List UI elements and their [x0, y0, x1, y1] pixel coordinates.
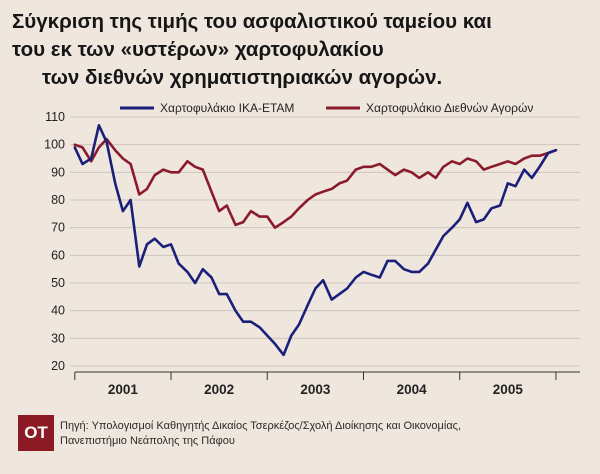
x-tick-label-2001: 2001 — [108, 382, 139, 397]
y-tick-label-70: 70 — [51, 221, 65, 235]
series-line-1 — [73, 137, 558, 229]
x-tick-label-2003: 2003 — [300, 382, 331, 397]
y-tick-label-100: 100 — [44, 138, 65, 152]
title-line-3: των διεθνών χρηματιστηριακών αγορών. — [42, 66, 443, 89]
legend-label-1: Χαρτοφυλάκιο Διεθνών Αγορών — [366, 101, 533, 115]
y-tick-label-110: 110 — [45, 110, 65, 124]
y-tick-label-30: 30 — [51, 331, 65, 345]
x-tick-label-2002: 2002 — [204, 382, 234, 397]
x-tick-label-2004: 2004 — [397, 382, 428, 397]
chart-title: Σύγκριση της τιμής του ασφαλιστικού ταμε… — [12, 8, 592, 92]
y-tick-label-20: 20 — [51, 359, 65, 373]
title-line-1: Σύγκριση της τιμής του ασφαλιστικού ταμε… — [12, 10, 492, 33]
title-line-2: του εκ των «υστέρων» χαρτοφυλακίου — [12, 38, 384, 61]
ot-logo-badge: ΟΤ — [18, 415, 54, 451]
series-line-0 — [73, 124, 558, 357]
y-tick-label-80: 80 — [51, 193, 65, 207]
legend-label-0: Χαρτοφυλάκιο ΙΚΑ-ΕΤΑΜ — [160, 101, 294, 115]
x-tick-label-2005: 2005 — [493, 382, 524, 397]
y-tick-label-40: 40 — [51, 304, 65, 318]
source-note: Πηγή: Υπολογισμοί Καθηγητής Δικαίος Τσερ… — [60, 419, 580, 449]
y-tick-label-90: 90 — [51, 165, 65, 179]
line-chart: 20 30 40 50 60 70 80 90 100 110 2001 2002 2003 2004 20… — [44, 101, 580, 397]
source-line-1: Πηγή: Υπολογισμοί Καθηγητής Δικαίος Τσερ… — [60, 420, 462, 432]
source-line-2: Πανεπιστήμιο Νεάπολης της Πάφου — [60, 435, 235, 447]
y-tick-label-60: 60 — [51, 248, 65, 262]
y-tick-label-50: 50 — [51, 276, 65, 290]
